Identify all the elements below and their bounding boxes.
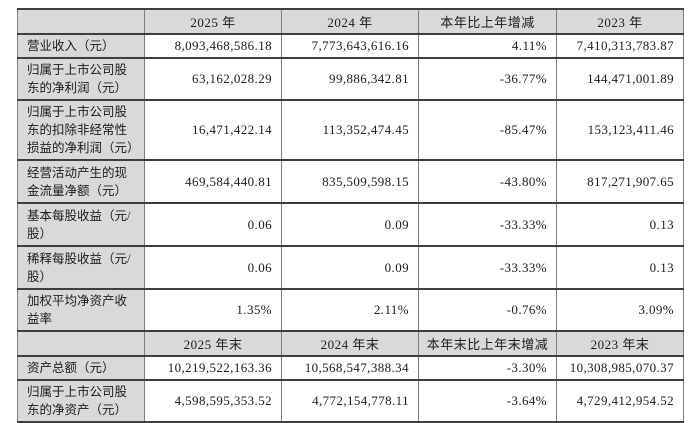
header-blank (17, 330, 145, 357)
cell-2024: 835,509,598.15 (281, 159, 419, 204)
table-row-net-profit: 归属于上市公司股东的净利润（元） 63,162,028.29 99,886,34… (17, 57, 684, 101)
header-2025: 2025 年 (144, 8, 282, 35)
cell-change: -85.47% (418, 99, 557, 161)
cell-change: -3.64% (418, 379, 557, 423)
cell-2024: 113,352,474.45 (281, 99, 419, 161)
row-label: 加权平均净资产收益率 (17, 288, 145, 332)
header-blank (17, 8, 145, 35)
cell-2025: 16,471,422.14 (144, 99, 282, 161)
header-2024-end: 2024 年末 (281, 330, 419, 357)
cell-2025: 1.35% (144, 288, 282, 332)
cell-2024: 0.09 (281, 202, 419, 247)
financial-summary-table: 2025 年 2024 年 本年比上年增减 2023 年 营业收入（元） 8,0… (17, 8, 684, 423)
table-row-operating-cash-flow: 经营活动产生的现金流量净额（元） 469,584,440.81 835,509,… (17, 159, 684, 204)
header-2025-end: 2025 年末 (144, 330, 282, 357)
table-header-row-annual: 2025 年 2024 年 本年比上年增减 2023 年 (17, 8, 684, 35)
row-label: 归属于上市公司股东的净利润（元） (17, 57, 145, 101)
cell-2023: 4,729,412,954.52 (556, 379, 684, 423)
cell-2025: 10,219,522,163.36 (144, 355, 282, 381)
table-row-basic-eps: 基本每股收益（元/股） 0.06 0.09 -33.33% 0.13 (17, 202, 684, 247)
cell-change: -33.33% (418, 245, 557, 290)
header-yoy-change: 本年比上年增减 (418, 8, 557, 35)
cell-2023: 0.13 (556, 202, 684, 247)
cell-change: 4.11% (418, 33, 557, 59)
row-label: 归属于上市公司股东的扣除非经常性损益的净利润（元） (17, 99, 145, 161)
cell-2025: 469,584,440.81 (144, 159, 282, 204)
table-row-diluted-eps: 稀释每股收益（元/股） 0.06 0.09 -33.33% 0.13 (17, 245, 684, 290)
table-row-total-assets: 资产总额（元） 10,219,522,163.36 10,568,547,388… (17, 355, 684, 381)
header-2023: 2023 年 (556, 8, 684, 35)
cell-2025: 0.06 (144, 245, 282, 290)
cell-change: -0.76% (418, 288, 557, 332)
cell-2023: 153,123,411.46 (556, 99, 684, 161)
cell-2024: 99,886,342.81 (281, 57, 419, 101)
cell-2023: 3.09% (556, 288, 684, 332)
cell-2023: 10,308,985,070.37 (556, 355, 684, 381)
table-row-weighted-avg-roe: 加权平均净资产收益率 1.35% 2.11% -0.76% 3.09% (17, 288, 684, 332)
table-header-row-year-end: 2025 年末 2024 年末 本年末比上年末增减 2023 年末 (17, 330, 684, 357)
cell-2023: 0.13 (556, 245, 684, 290)
header-2023-end: 2023 年末 (556, 330, 684, 357)
cell-2025: 8,093,468,586.18 (144, 33, 282, 59)
cell-2023: 817,271,907.65 (556, 159, 684, 204)
cell-2025: 0.06 (144, 202, 282, 247)
row-label: 基本每股收益（元/股） (17, 202, 145, 247)
cell-change: -3.30% (418, 355, 557, 381)
cell-2024: 10,568,547,388.34 (281, 355, 419, 381)
cell-change: -33.33% (418, 202, 557, 247)
cell-2024: 0.09 (281, 245, 419, 290)
row-label: 营业收入（元） (17, 33, 145, 59)
header-2024: 2024 年 (281, 8, 419, 35)
cell-2024: 7,773,643,616.16 (281, 33, 419, 59)
table-row-net-assets: 归属于上市公司股东的净资产（元） 4,598,595,353.52 4,772,… (17, 379, 684, 423)
cell-2024: 4,772,154,778.11 (281, 379, 419, 423)
row-label: 归属于上市公司股东的净资产（元） (17, 379, 145, 423)
cell-change: -36.77% (418, 57, 557, 101)
cell-2025: 63,162,028.29 (144, 57, 282, 101)
table-row-deducted-net-profit: 归属于上市公司股东的扣除非经常性损益的净利润（元） 16,471,422.14 … (17, 99, 684, 161)
row-label: 稀释每股收益（元/股） (17, 245, 145, 290)
header-year-end-change: 本年末比上年末增减 (418, 330, 557, 357)
cell-2025: 4,598,595,353.52 (144, 379, 282, 423)
cell-2023: 144,471,001.89 (556, 57, 684, 101)
table-row-revenue: 营业收入（元） 8,093,468,586.18 7,773,643,616.1… (17, 33, 684, 59)
cell-change: -43.80% (418, 159, 557, 204)
cell-2024: 2.11% (281, 288, 419, 332)
cell-2023: 7,410,313,783.87 (556, 33, 684, 59)
row-label: 经营活动产生的现金流量净额（元） (17, 159, 145, 204)
row-label: 资产总额（元） (17, 355, 145, 381)
